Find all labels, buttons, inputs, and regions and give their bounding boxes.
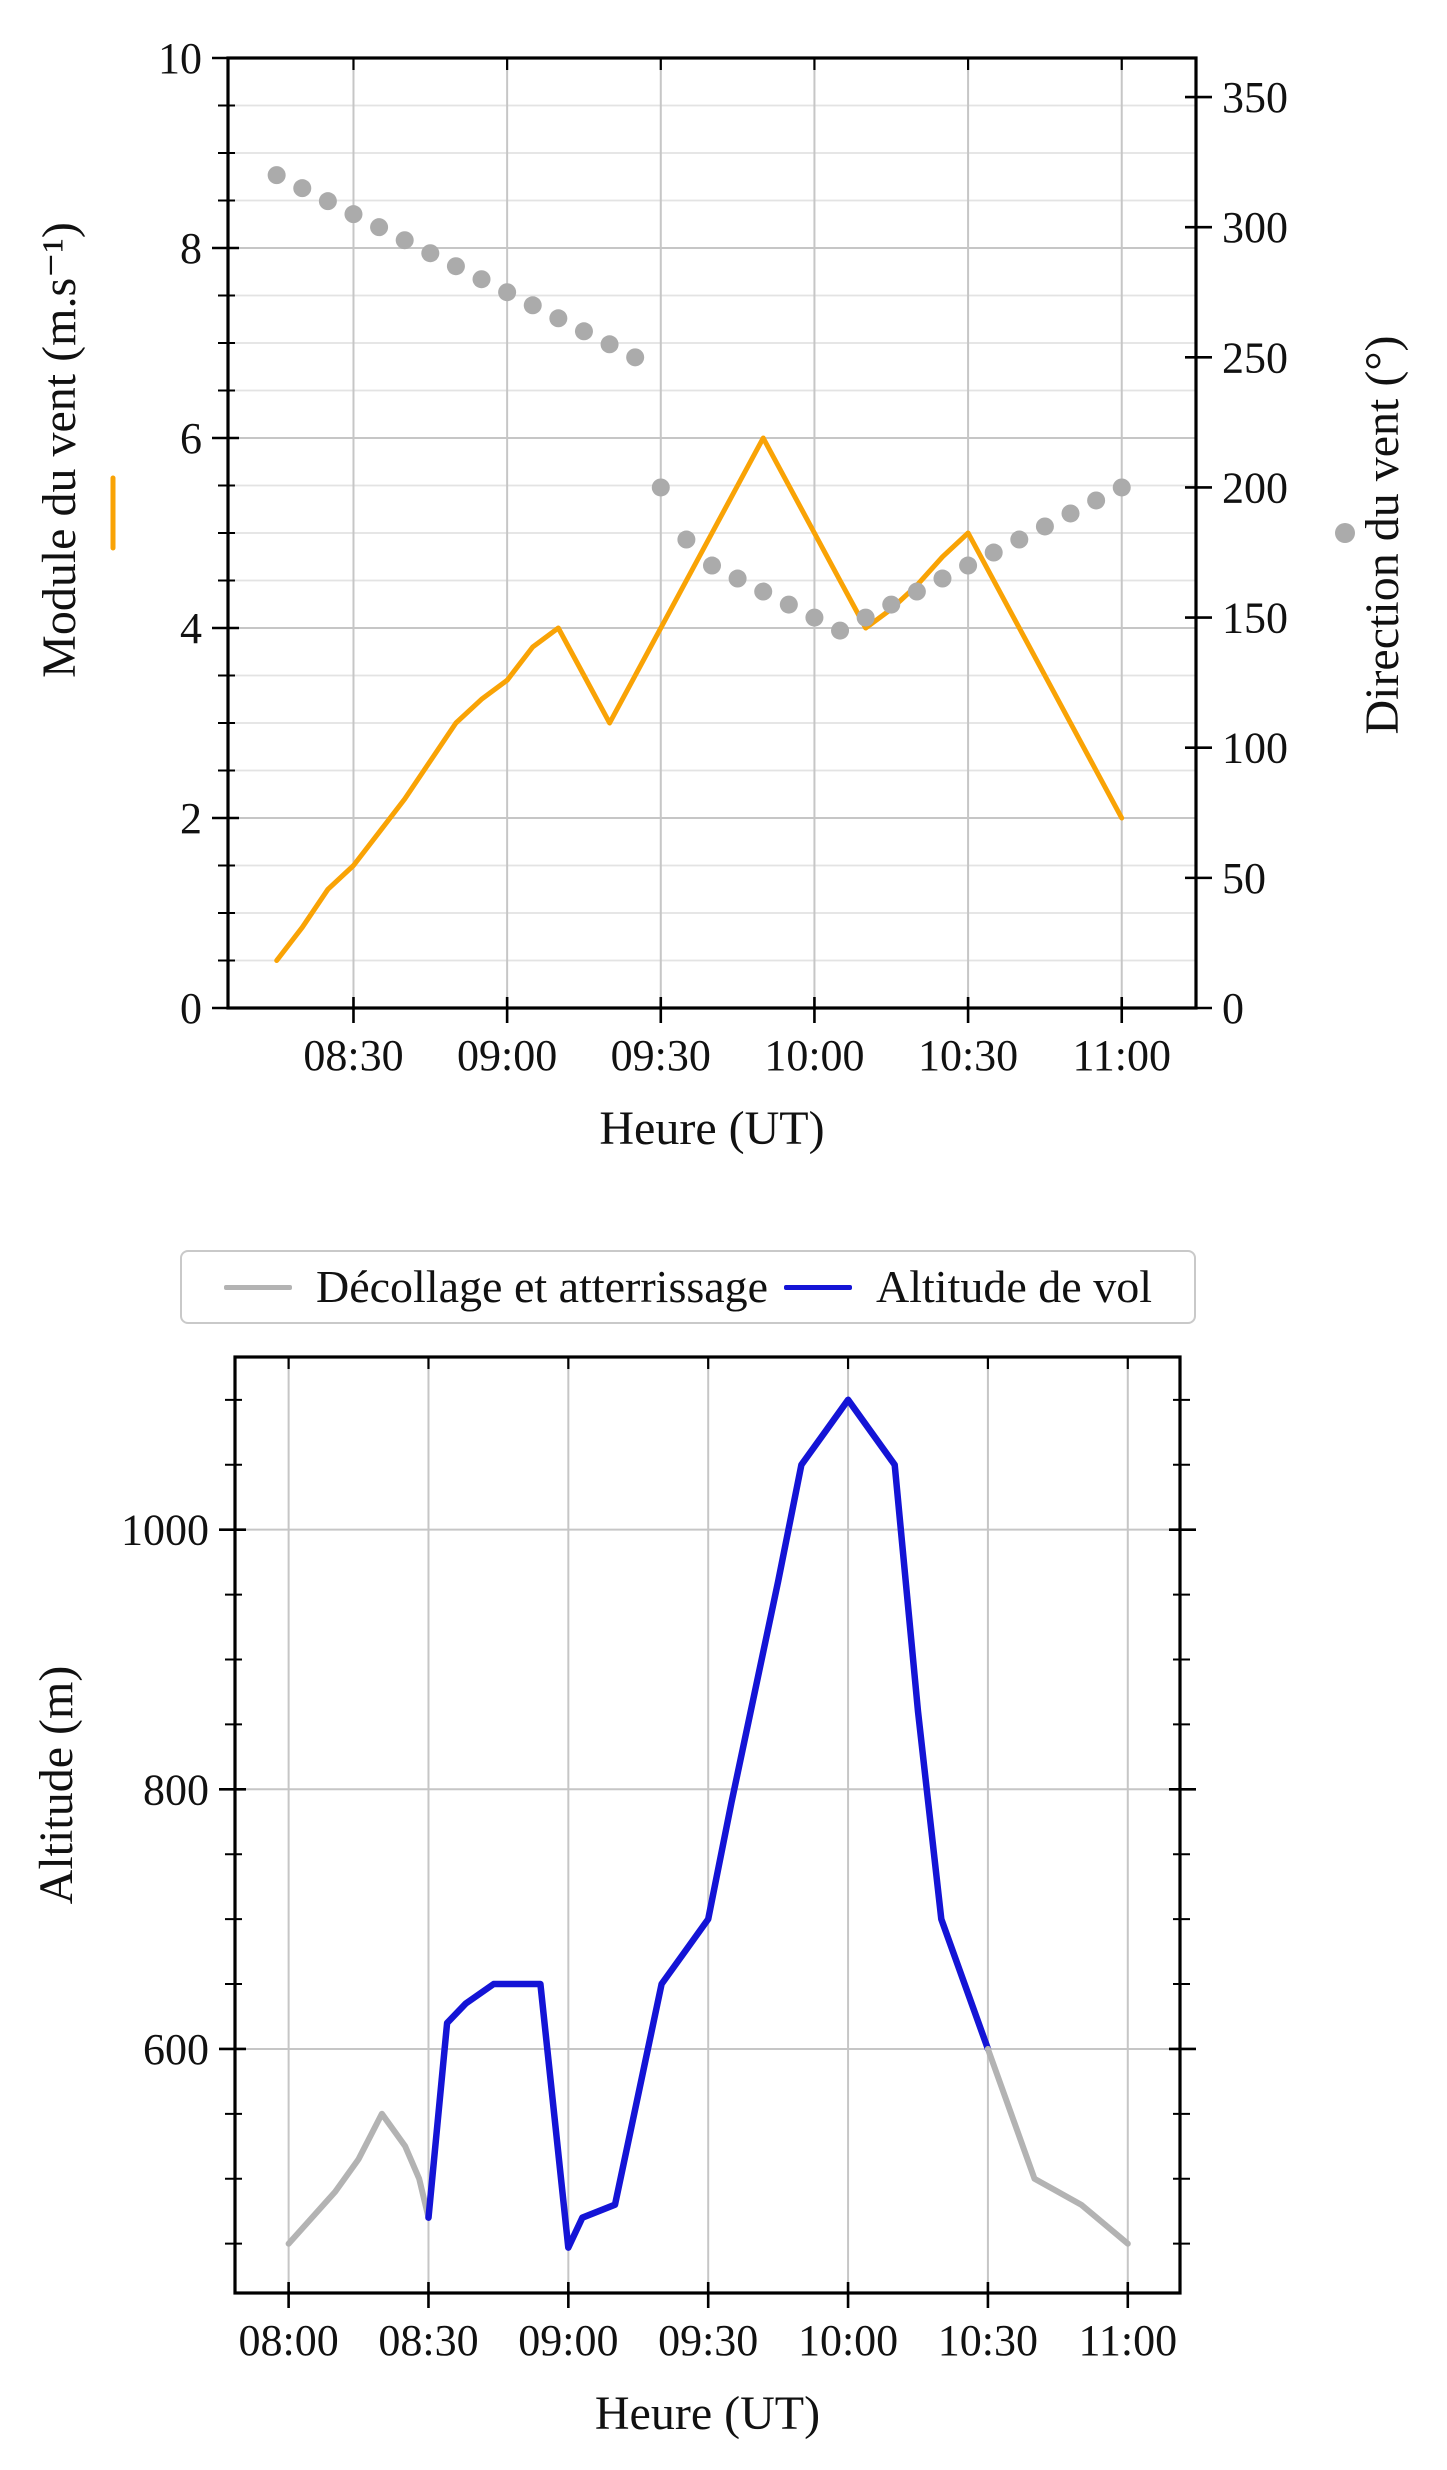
x-tick-label: 10:00 [764,1031,864,1080]
y-tick-label: 6 [180,414,202,463]
x-tick-label: 09:30 [658,2316,758,2365]
x-tick-label: 10:30 [938,2316,1038,2365]
axis-ticks [212,56,1212,1023]
right-y-tick-label: 100 [1222,724,1288,773]
legend-item-flight-altitude: Altitude de vol [784,1264,1152,1310]
left-y-axis-title: Module du vent (m.s⁻¹) [33,222,86,678]
x-tick-label: 10:00 [798,2316,898,2365]
x-tick-label: 09:00 [457,1031,557,1080]
x-axis-title: Heure (UT) [595,2387,820,2440]
series-d-collage-line [285,2110,432,2247]
right-y-tick-label: 250 [1222,333,1288,382]
altitude-chart: 08:00 08:30 09:00 09:30 10:00 10:30 11:00 Heure… [30,1355,1196,2440]
x-tick-label: 08:30 [303,1031,403,1080]
direction-dot-marker [1335,523,1355,543]
y-axis-title: Altitude (m) [30,1666,83,1905]
legend-label: Altitude de vol [876,1261,1152,1312]
right-y-tick-label: 0 [1222,984,1244,1033]
gridlines [235,1357,1180,2293]
flight-altitude-line-swatch [784,1284,853,1290]
y-tick-label: 2 [180,794,202,843]
y-tick-label: 800 [143,1765,209,1814]
series [267,166,1131,963]
flight-legend: Décollage et atterrissage Altitude de vo… [180,1250,1196,1324]
x-axis-title: Heure (UT) [599,1102,824,1155]
x-tick-label: 08:00 [238,2316,338,2365]
legend-label: Décollage et atterrissage [316,1261,769,1312]
axis-labels: 08:30 09:00 09:30 10:00 10:30 11:00 Heure (UT)… [33,34,1409,1155]
series [285,1396,1131,2251]
y-tick-label: 4 [180,604,202,653]
x-tick-label: 08:30 [378,2316,478,2365]
series-direction-du-vent-dots [267,166,1131,640]
y-tick-label: 10 [158,34,202,83]
right-y-tick-label: 350 [1222,73,1288,122]
x-tick-label: 09:00 [518,2316,618,2365]
x-tick-label: 11:00 [1078,2316,1177,2365]
y-tick-label: 0 [180,984,202,1033]
y-tick-label: 1000 [121,1506,209,1555]
legend-item-takeoff-landing: Décollage et atterrissage [224,1264,768,1310]
series-module-du-vent-line [274,435,1125,963]
wind-module-direction-chart: 08:30 09:00 09:30 10:00 10:30 11:00 Heure (UT)… [33,34,1409,1155]
series-atterrissage-line [984,2045,1131,2247]
takeoff-landing-line-swatch [224,1284,292,1290]
gridlines [228,58,1196,1008]
y-tick-label: 8 [180,224,202,273]
right-y-tick-label: 150 [1222,594,1288,643]
x-tick-label: 11:00 [1072,1031,1171,1080]
series-altitude-de-vol-line [425,1396,992,2251]
right-y-tick-label: 200 [1222,463,1288,512]
x-tick-label: 09:30 [611,1031,711,1080]
y-tick-label: 600 [143,2025,209,2074]
right-y-tick-label: 300 [1222,203,1288,252]
right-y-axis-title: Direction du vent (°) [1356,335,1409,734]
x-tick-label: 10:30 [918,1031,1018,1080]
right-y-tick-label: 50 [1222,854,1266,903]
axis-labels: 08:00 08:30 09:00 09:30 10:00 10:30 11:00 Heure… [30,1506,1177,2440]
axis-ticks [219,1357,1196,2308]
